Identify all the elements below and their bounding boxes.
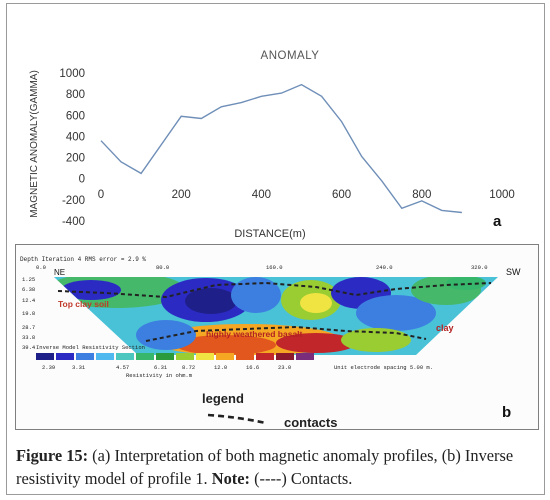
anomaly-series-line — [100, 83, 462, 214]
y-tick-label: -400 — [62, 216, 85, 228]
top-clay-soil-label: Top clay soil — [58, 299, 109, 309]
depth-tick: 12.4 — [22, 297, 36, 304]
resistivity-colormap — [54, 277, 498, 355]
y-axis-label: MAGNETIC ANOMALY(GAMMA) — [29, 70, 40, 218]
resistivity-section-panel: Depth Iteration 4 RMS error = 2.9 % 0.0 … — [15, 244, 539, 430]
resistivity-unit-label: Resistivity in ohm.m — [126, 372, 193, 379]
scale-swatch — [36, 353, 54, 360]
y-tick-label: 200 — [66, 153, 85, 165]
x-tick-label: 400 — [252, 189, 271, 201]
caption-note-label: Note: — [211, 469, 250, 488]
weathered-basalt-label: highly weathered basalt — [206, 329, 303, 339]
top-tick: 160.0 — [266, 264, 283, 271]
top-tick: 240.0 — [376, 264, 393, 271]
y-tick-label: 800 — [66, 89, 85, 101]
caption-note-text: (----) Contacts. — [249, 469, 353, 488]
x-tick-label: 1000 — [489, 189, 515, 201]
legend-title: legend — [202, 391, 244, 406]
caption-text: (a) Interpretation of both magnetic anom… — [16, 446, 514, 488]
magnetic-anomaly-chart: ANOMALY MAGNETIC ANOMALY(GAMMA) DISTANCE… — [7, 4, 544, 241]
caption-figure-label: Figure 15: — [16, 446, 89, 465]
depth-tick: 33.8 — [22, 334, 35, 341]
clay-label: clay — [436, 323, 454, 333]
x-tick-label: 200 — [172, 189, 191, 201]
depth-tick: 39.4 — [22, 344, 36, 351]
section-header: Depth Iteration 4 RMS error = 2.9 % — [20, 256, 146, 263]
x-tick-label: 600 — [332, 189, 351, 201]
scale-swatch — [256, 353, 274, 360]
x-tick-label: 0 — [98, 189, 104, 201]
y-tick-label: 400 — [66, 131, 85, 143]
contact-line-lower — [145, 325, 427, 342]
magnetic-anomaly-svg: ANOMALY MAGNETIC ANOMALY(GAMMA) DISTANCE… — [29, 50, 515, 240]
panel-label-b: b — [502, 404, 511, 421]
top-tick: 320.0 — [471, 264, 488, 271]
scale-values: 2.39 3.31 4.57 6.31 8.72 12.0 16.6 23.0 — [42, 364, 291, 371]
depth-ticks: 1.25 6.38 12.4 19.8 28.7 33.8 39.4 — [22, 276, 36, 351]
sw-label: SW — [506, 267, 521, 277]
ne-label: NE — [54, 268, 65, 277]
resistivity-color-scale — [36, 353, 314, 360]
figure-frame: ANOMALY MAGNETIC ANOMALY(GAMMA) DISTANCE… — [6, 3, 545, 495]
x-tick-labels: 0 200 400 600 800 1000 — [98, 189, 515, 201]
scale-value: 3.31 — [72, 364, 86, 371]
scale-swatch — [136, 353, 154, 360]
contact-line-upper — [57, 281, 492, 299]
top-tick: 0.0 — [36, 264, 46, 271]
y-tick-label: -200 — [62, 195, 85, 207]
scale-value: 12.0 — [214, 364, 227, 371]
scale-value: 8.72 — [182, 364, 195, 371]
contacts-label: contacts — [284, 415, 337, 429]
resistivity-section-svg: Depth Iteration 4 RMS error = 2.9 % 0.0 … — [20, 256, 521, 429]
scale-swatch — [76, 353, 94, 360]
scale-swatch — [196, 353, 214, 360]
section-title: Inverse Model Resistivity Section — [36, 344, 145, 351]
scale-value: 4.57 — [116, 364, 129, 371]
depth-tick: 1.25 — [22, 276, 35, 283]
scale-value: 16.6 — [246, 364, 259, 371]
y-tick-labels: 1000 800 600 400 200 0 -200 -400 — [59, 68, 85, 228]
scale-swatch — [216, 353, 234, 360]
scale-swatch — [96, 353, 114, 360]
legend-dash-sample — [207, 413, 267, 425]
panel-label-a: a — [493, 213, 502, 230]
electrode-spacing-label: Unit electrode spacing 5.00 m. — [334, 364, 433, 371]
scale-swatch — [156, 353, 174, 360]
scale-swatch — [276, 353, 294, 360]
scale-swatch — [116, 353, 134, 360]
depth-tick: 19.8 — [22, 310, 35, 317]
scale-swatch — [296, 353, 314, 360]
top-distance-ticks: 0.0 80.0 160.0 240.0 320.0 — [36, 264, 488, 271]
scale-swatch — [176, 353, 194, 360]
y-tick-label: 0 — [79, 174, 85, 186]
x-tick-label: 800 — [412, 189, 431, 201]
scale-swatch — [56, 353, 74, 360]
y-tick-label: 600 — [66, 110, 85, 122]
chart-title: ANOMALY — [261, 50, 320, 62]
depth-tick: 28.7 — [22, 324, 35, 331]
depth-tick: 6.38 — [22, 286, 35, 293]
scale-value: 2.39 — [42, 364, 55, 371]
y-tick-label: 1000 — [59, 68, 85, 80]
top-tick: 80.0 — [156, 264, 169, 271]
figure-caption: Figure 15: (a) Interpretation of both ma… — [16, 444, 540, 490]
scale-swatch — [236, 353, 254, 360]
scale-value: 23.0 — [278, 364, 291, 371]
scale-value: 6.31 — [154, 364, 168, 371]
x-axis-label: DISTANCE(m) — [234, 228, 305, 240]
